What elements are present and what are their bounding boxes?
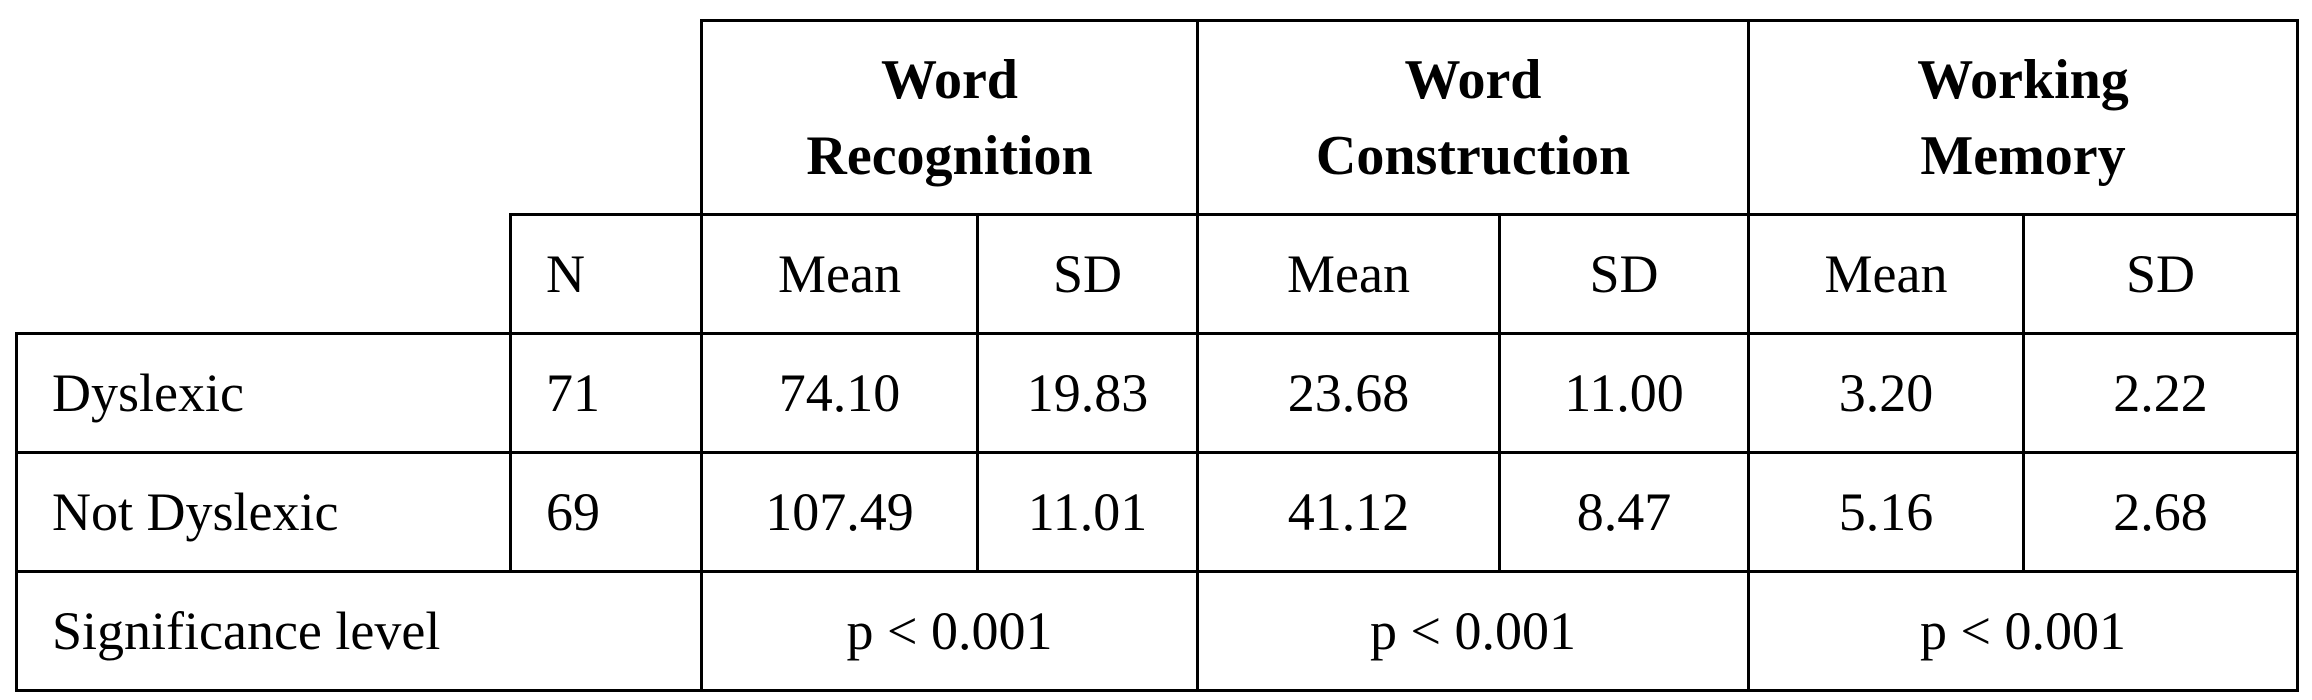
data-cell: 71 — [509, 332, 703, 454]
data-cell: 3.20 — [1747, 332, 2025, 454]
data-cell: 11.00 — [1498, 332, 1750, 454]
significance-cell: p < 0.001 — [1747, 570, 2299, 692]
column-header: Mean — [700, 213, 979, 335]
group-header: Word Construction — [1196, 19, 1750, 216]
group-header-text: Word Recognition — [806, 48, 1093, 187]
data-cell: 23.68 — [1196, 332, 1501, 454]
column-header: N — [509, 213, 703, 335]
table-body: Word Recognition Word Construction Working… — [15, 19, 2299, 692]
column-header: SD — [976, 213, 1199, 335]
table-row: Significance level p < 0.001 p < 0.001 p < … — [15, 570, 2299, 692]
data-table: Word Recognition Word Construction Working… — [15, 19, 2299, 692]
blank-cell — [17, 215, 511, 334]
blank-cell — [17, 21, 702, 215]
group-header: Working Memory — [1747, 19, 2299, 216]
data-cell: 5.16 — [1747, 451, 2025, 573]
table-row: N Mean SD Mean SD Mean SD — [17, 213, 2299, 335]
column-header: SD — [2022, 213, 2299, 335]
data-cell: 74.10 — [700, 332, 979, 454]
significance-cell: p < 0.001 — [700, 570, 1199, 692]
row-label: Not Dyslexic — [15, 451, 512, 573]
table-row: Not Dyslexic 69 107.49 11.01 41.12 8.47 5.16 2.… — [15, 451, 2299, 573]
data-cell: 2.22 — [2022, 332, 2299, 454]
data-cell: 11.01 — [976, 451, 1199, 573]
data-cell: 8.47 — [1498, 451, 1750, 573]
table-row: Dyslexic 71 74.10 19.83 23.68 11.00 3.20 2.22 — [15, 332, 2299, 454]
column-header: Mean — [1196, 213, 1501, 335]
data-cell: 69 — [509, 451, 703, 573]
data-cell: 107.49 — [700, 451, 979, 573]
data-cell: 2.68 — [2022, 451, 2299, 573]
significance-cell: p < 0.001 — [1196, 570, 1750, 692]
data-cell: 41.12 — [1196, 451, 1501, 573]
table-row: Word Recognition Word Construction Working… — [17, 19, 2299, 216]
group-header: Word Recognition — [700, 19, 1199, 216]
column-header: Mean — [1747, 213, 2025, 335]
data-cell: 19.83 — [976, 332, 1199, 454]
column-header: SD — [1498, 213, 1750, 335]
row-label: Dyslexic — [15, 332, 512, 454]
row-label: Significance level — [15, 570, 703, 692]
group-header-text: Working Memory — [1917, 48, 2129, 187]
group-header-text: Word Construction — [1315, 48, 1631, 187]
